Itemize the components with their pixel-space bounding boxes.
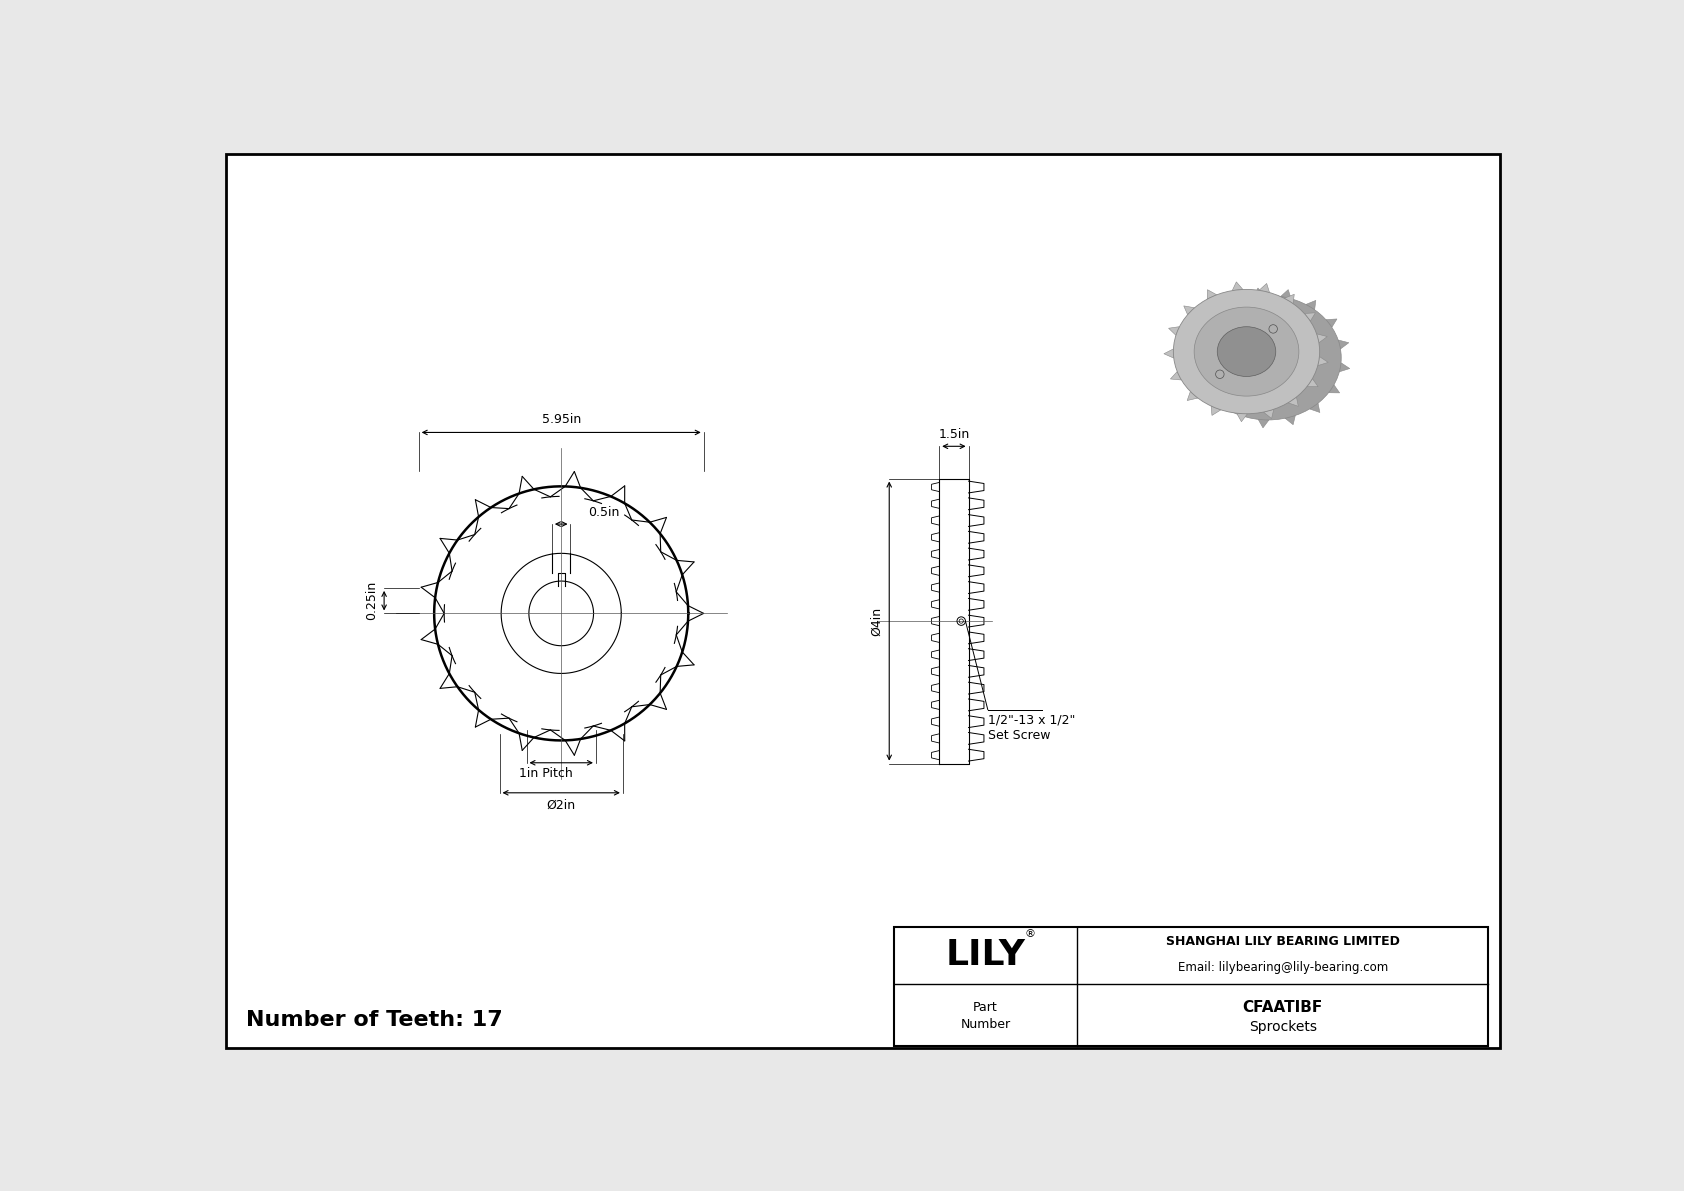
Text: Part: Part (973, 1000, 999, 1014)
Polygon shape (1233, 282, 1243, 291)
Circle shape (1270, 325, 1278, 333)
Polygon shape (1288, 397, 1298, 406)
Polygon shape (1285, 294, 1295, 304)
Text: CFAATIBF: CFAATIBF (1243, 1000, 1324, 1015)
Text: 0.5in: 0.5in (588, 506, 620, 519)
Text: 1in Pitch: 1in Pitch (519, 767, 573, 780)
Polygon shape (1184, 306, 1194, 314)
Polygon shape (1170, 372, 1182, 380)
Bar (894, 927, 1489, 1046)
Polygon shape (1169, 326, 1179, 336)
Polygon shape (1329, 385, 1340, 393)
Polygon shape (1325, 319, 1337, 328)
Text: LILY: LILY (945, 939, 1026, 972)
Polygon shape (1207, 289, 1218, 299)
Polygon shape (1236, 413, 1248, 422)
Polygon shape (1255, 288, 1265, 297)
Text: Email: lilybearing@lily-bearing.com: Email: lilybearing@lily-bearing.com (1177, 961, 1388, 974)
Ellipse shape (1196, 295, 1340, 420)
Text: ®: ® (1024, 929, 1036, 939)
Polygon shape (1280, 289, 1292, 299)
Circle shape (1216, 370, 1224, 379)
Text: Set Screw: Set Screw (989, 729, 1051, 742)
Text: Ø4in: Ø4in (871, 606, 882, 636)
Text: Number: Number (960, 1018, 1010, 1031)
Polygon shape (1260, 283, 1270, 293)
Text: 5.95in: 5.95in (542, 413, 581, 426)
Ellipse shape (1218, 326, 1276, 376)
Polygon shape (1317, 333, 1327, 343)
Ellipse shape (1194, 307, 1298, 397)
Polygon shape (1211, 406, 1221, 416)
Ellipse shape (1174, 289, 1320, 413)
Polygon shape (1258, 419, 1270, 428)
Text: Number of Teeth: 17: Number of Teeth: 17 (246, 1010, 502, 1030)
Polygon shape (1187, 392, 1197, 400)
Polygon shape (1305, 313, 1315, 322)
Text: Ø2in: Ø2in (547, 799, 576, 812)
Text: 1.5in: 1.5in (938, 428, 970, 441)
Polygon shape (1285, 416, 1295, 425)
Polygon shape (1319, 356, 1329, 366)
Text: 0.25in: 0.25in (365, 581, 377, 621)
Polygon shape (1305, 300, 1315, 310)
Text: SHANGHAI LILY BEARING LIMITED: SHANGHAI LILY BEARING LIMITED (1165, 935, 1399, 948)
Text: Sprockets: Sprockets (1250, 1021, 1317, 1035)
Polygon shape (1307, 379, 1319, 387)
Polygon shape (1194, 338, 1216, 357)
Polygon shape (1339, 339, 1349, 349)
Polygon shape (1164, 349, 1174, 358)
Polygon shape (1310, 404, 1320, 412)
Polygon shape (1339, 363, 1351, 372)
Polygon shape (1263, 410, 1273, 418)
Text: 1/2"-13 x 1/2": 1/2"-13 x 1/2" (989, 713, 1074, 727)
